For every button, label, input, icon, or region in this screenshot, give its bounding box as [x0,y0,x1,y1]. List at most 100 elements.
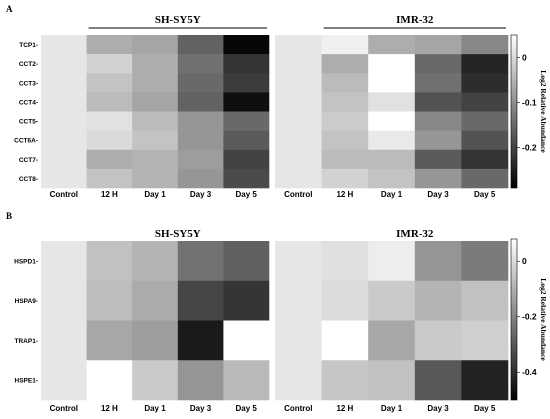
heatmap-cell [223,280,270,321]
heatmap-cell [414,73,462,93]
heatmap-cell [368,360,416,401]
group-title: IMR-32 [396,14,434,26]
heatmap-cell [132,241,179,282]
column-label: Day 5 [474,190,496,199]
heatmap-cell [132,35,179,55]
column-label: 12 H [336,190,353,199]
panel-letter: B [6,211,12,221]
heatmap-cell [368,35,416,55]
colorbar-tick-label: 0 [522,53,527,63]
heatmap-imr-32: IMR-32 Control 12 H Day 1 Day 3 Day 5 [275,228,509,413]
colorbar-tick-label: -0.1 [522,98,537,108]
heatmap-cell [321,54,369,74]
heatmap-cell [223,320,270,361]
heatmap-cell [41,92,87,112]
heatmap-cell [321,320,369,361]
heatmap-cell [368,280,416,321]
colorbar-tick-label: 0 [522,256,527,266]
row-label: HSPD1- [14,258,38,265]
heatmap-cell [461,241,509,282]
column-label: 12 H [101,404,118,413]
heatmap-cell [41,360,87,401]
heatmap-cell [321,241,369,282]
heatmap-cell [223,241,270,282]
heatmap-cell [275,241,322,282]
heatmap-cell [41,320,87,361]
panel-B: B SH-SY5Y HSPD1- HSPA9- TRAP1- HSPE1- Control 1… [6,211,548,413]
heatmap-cell [414,111,462,131]
heatmap-cell [86,149,133,170]
heatmap-cell [132,149,179,170]
heatmap-cell [132,360,179,401]
heatmap-cell [321,92,369,112]
heatmap-cell [321,35,369,55]
heatmap-cell [414,54,462,74]
heatmap-cell [86,130,133,151]
heatmap-cell [41,280,87,321]
heatmap-cell [41,73,87,93]
heatmap-cell [461,35,509,55]
column-label: Day 3 [190,190,212,199]
heatmap-cell [177,130,224,151]
heatmap-sh-sy5y: SH-SY5Y TCP1- CCT2- CCT3- CCT4- CCT5- CCT6A- CC… [14,14,270,199]
row-label: CCT5- [19,119,38,126]
row-label: CCT6A- [14,138,38,145]
heatmap-cell [414,35,462,55]
row-label: HSPA9- [15,298,38,305]
row-label: HSPE1- [15,378,38,385]
heatmap-cell [86,241,133,282]
heatmap-cell [132,73,179,93]
heatmap-cell [223,130,270,151]
heatmap-cell [177,111,224,131]
column-label: 12 H [336,404,353,413]
heatmap-cell [223,73,270,93]
column-label: Day 5 [474,404,496,413]
column-label: Day 5 [236,404,258,413]
heatmap-cell [414,92,462,112]
heatmap-cell [461,149,509,170]
heatmap-cell [461,320,509,361]
heatmap-cell [223,149,270,170]
heatmap-cell [414,149,462,170]
heatmap-cell [41,149,87,170]
heatmap-cell [86,73,133,93]
column-label: Day 1 [144,404,166,413]
panel-letter: A [6,4,13,14]
heatmap-cell [461,111,509,131]
heatmap-cell [132,280,179,321]
heatmap-cell [461,280,509,321]
heatmap-cell [461,130,509,151]
heatmap-cell [86,35,133,55]
heatmap-cell [414,320,462,361]
column-label: Control [284,404,312,413]
heatmap-cell [177,92,224,112]
heatmap-cell [223,168,270,189]
heatmap-cell [132,320,179,361]
heatmap-cell [414,241,462,282]
heatmap-cell [321,73,369,93]
column-label: 12 H [101,190,118,199]
heatmap-cell [461,360,509,401]
heatmap-cell [368,111,416,131]
heatmap-cell [275,280,322,321]
heatmap-cell [223,35,270,55]
row-label: CCT7- [19,157,38,164]
heatmap-cell [132,130,179,151]
row-label: CCT4- [19,99,38,106]
heatmap-cell [41,130,87,151]
heatmap-cell [368,54,416,74]
heatmap-cell [321,168,369,189]
heatmap-cell [275,35,322,55]
heatmap-cell [275,130,322,151]
group-title: IMR-32 [396,228,434,240]
heatmap-cell [461,92,509,112]
heatmap-cell [275,54,322,74]
heatmap-cell [177,168,224,189]
colorbar [510,238,518,401]
colorbar [510,34,518,189]
heatmap-cell [275,111,322,131]
row-label: TRAP1- [15,338,38,345]
column-label: Day 3 [190,404,212,413]
heatmap-cell [368,130,416,151]
